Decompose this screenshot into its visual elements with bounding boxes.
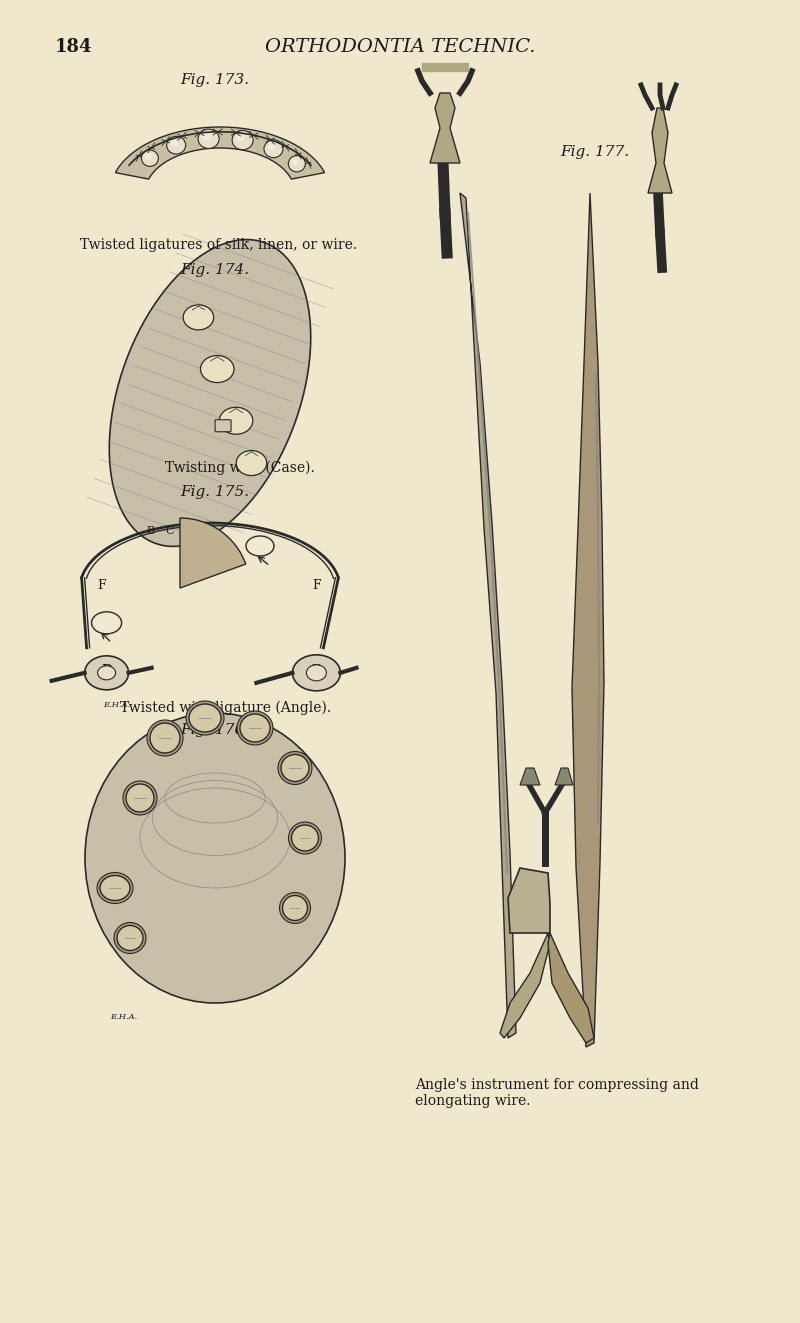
Ellipse shape — [292, 655, 340, 691]
Ellipse shape — [198, 130, 219, 148]
Ellipse shape — [289, 822, 322, 855]
Ellipse shape — [281, 754, 309, 782]
Text: 184: 184 — [55, 38, 93, 56]
Text: Twisting wire (Case).: Twisting wire (Case). — [165, 460, 314, 475]
Text: A: A — [102, 615, 111, 626]
Text: Fig. 176.: Fig. 176. — [181, 722, 250, 737]
Ellipse shape — [282, 896, 307, 921]
Ellipse shape — [219, 407, 253, 434]
Polygon shape — [648, 108, 672, 193]
Polygon shape — [110, 239, 310, 546]
Ellipse shape — [100, 876, 130, 901]
Text: D: D — [101, 664, 112, 677]
Polygon shape — [555, 767, 573, 785]
Ellipse shape — [92, 611, 122, 634]
Text: F: F — [98, 579, 106, 593]
Ellipse shape — [236, 451, 266, 475]
Text: C: C — [166, 527, 174, 536]
Ellipse shape — [264, 140, 283, 157]
Polygon shape — [430, 93, 460, 163]
Ellipse shape — [186, 701, 224, 736]
Text: Fig. 174.: Fig. 174. — [181, 263, 250, 277]
Polygon shape — [548, 933, 594, 1043]
Ellipse shape — [232, 131, 253, 149]
Ellipse shape — [145, 153, 151, 159]
Ellipse shape — [278, 751, 312, 785]
Ellipse shape — [246, 536, 274, 556]
Ellipse shape — [97, 872, 133, 904]
Text: Angle's instrument for compressing and
elongating wire.: Angle's instrument for compressing and e… — [415, 1078, 699, 1109]
Text: A: A — [256, 538, 264, 549]
Text: D: D — [311, 664, 322, 677]
Ellipse shape — [85, 656, 129, 689]
Ellipse shape — [236, 135, 245, 142]
Ellipse shape — [279, 893, 310, 923]
Text: B: B — [146, 527, 154, 536]
Ellipse shape — [268, 144, 275, 149]
Polygon shape — [508, 868, 550, 933]
Text: F: F — [312, 579, 321, 593]
Ellipse shape — [166, 136, 186, 153]
Ellipse shape — [189, 704, 221, 732]
FancyBboxPatch shape — [215, 419, 231, 431]
Ellipse shape — [123, 781, 157, 815]
Wedge shape — [180, 519, 246, 587]
Ellipse shape — [147, 720, 183, 755]
Text: Fig. 173.: Fig. 173. — [181, 73, 250, 87]
Ellipse shape — [150, 722, 180, 753]
Polygon shape — [460, 193, 516, 1039]
Ellipse shape — [291, 826, 318, 851]
Text: ORTHODONTIA TECHNIC.: ORTHODONTIA TECHNIC. — [265, 38, 535, 56]
Ellipse shape — [202, 134, 210, 140]
Text: Fig. 175.: Fig. 175. — [181, 486, 250, 499]
Ellipse shape — [142, 149, 158, 167]
Text: E.H.A.: E.H.A. — [110, 1013, 138, 1021]
Text: Fig. 177.: Fig. 177. — [560, 146, 629, 159]
Ellipse shape — [183, 304, 214, 329]
Polygon shape — [520, 767, 540, 785]
Ellipse shape — [98, 665, 116, 680]
Ellipse shape — [237, 710, 273, 745]
Ellipse shape — [126, 785, 154, 812]
Text: Twisted wire ligature (Angle).: Twisted wire ligature (Angle). — [120, 701, 331, 716]
Ellipse shape — [114, 922, 146, 954]
Ellipse shape — [292, 159, 298, 165]
Ellipse shape — [288, 156, 306, 172]
Ellipse shape — [306, 665, 326, 681]
Ellipse shape — [85, 713, 345, 1003]
Ellipse shape — [201, 356, 234, 382]
Text: SS: SS — [515, 878, 541, 897]
Polygon shape — [115, 127, 325, 179]
Polygon shape — [572, 193, 604, 1046]
Polygon shape — [500, 933, 550, 1039]
Ellipse shape — [240, 714, 270, 742]
Ellipse shape — [170, 140, 178, 147]
Ellipse shape — [117, 926, 143, 950]
Text: Twisted ligatures of silk, linen, or wire.: Twisted ligatures of silk, linen, or wir… — [80, 238, 357, 251]
Text: E.H.A.: E.H.A. — [103, 701, 130, 709]
